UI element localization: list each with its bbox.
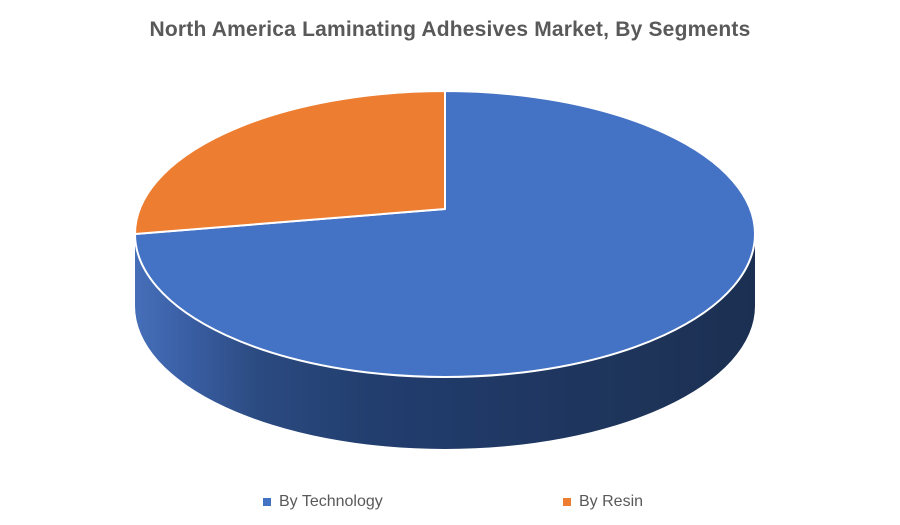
pie-side-wall [135,234,755,449]
chart-title: North America Laminating Adhesives Marke… [149,18,751,41]
pie-slice-by-technology [134,90,756,378]
pie-group [134,90,756,449]
legend-marker-by-resin-icon [563,498,571,506]
legend-label-by-technology: By Technology [279,493,383,510]
legend-label-by-resin: By Resin [579,493,644,510]
legend-item-by-resin: By Resin [563,492,643,512]
legend-marker-by-technology-icon [263,498,271,506]
legend-item-by-technology: By Technology [263,492,383,512]
pie-slice-by-resin [134,90,446,235]
